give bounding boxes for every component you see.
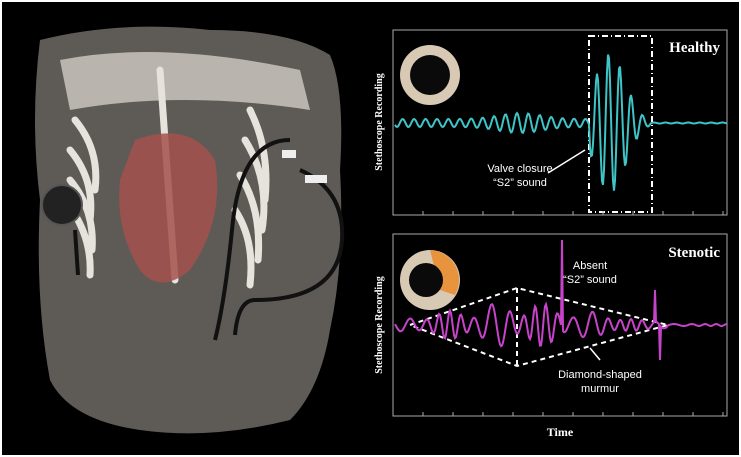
annotation: Absent <box>573 260 607 272</box>
y-axis-label: Stethoscope Recording <box>374 276 385 374</box>
annotation: “S2” sound <box>563 274 617 286</box>
annotation: Valve closure <box>487 163 552 175</box>
figure-svg: Healthy Stenotic Stethoscope Recording S… <box>0 0 741 457</box>
panel-title: Healthy <box>669 40 720 56</box>
figure: Healthy Stenotic Stethoscope Recording S… <box>0 0 741 457</box>
x-axis-label: Time <box>547 425 574 439</box>
annotation: murmur <box>581 383 619 395</box>
annotation: “S2” sound <box>493 177 547 189</box>
y-axis-label: Stethoscope Recording <box>374 73 385 171</box>
annotation: Diamond-shaped <box>558 369 642 381</box>
torso-render <box>35 27 342 434</box>
panel-title: Stenotic <box>668 245 720 261</box>
